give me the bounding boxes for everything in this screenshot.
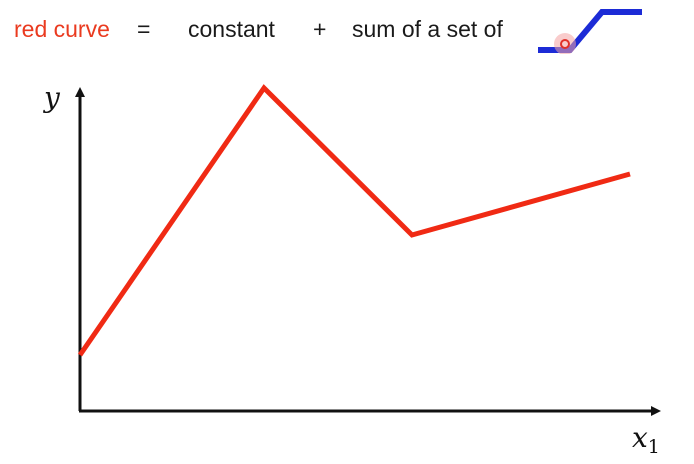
- red-curve: [77, 84, 631, 357]
- piecewise-linear-plot: y x1: [0, 70, 694, 464]
- x-axis-label-subscript: 1: [647, 436, 660, 458]
- red-curve-label: red curve: [14, 16, 110, 42]
- equals-sign: =: [137, 16, 151, 42]
- sum-of-set-label: sum of a set of: [352, 16, 503, 42]
- constant-label: constant: [188, 16, 275, 42]
- plot-canvas: [75, 84, 661, 416]
- equation-header: red curve = constant + sum of a set of: [0, 9, 694, 54]
- x-axis-label-main: x: [632, 421, 648, 454]
- x-axis-label: x1: [632, 424, 660, 457]
- y-axis-label: y: [44, 81, 60, 114]
- plus-sign: +: [313, 16, 327, 42]
- hard-sigmoid-icon: [538, 9, 642, 54]
